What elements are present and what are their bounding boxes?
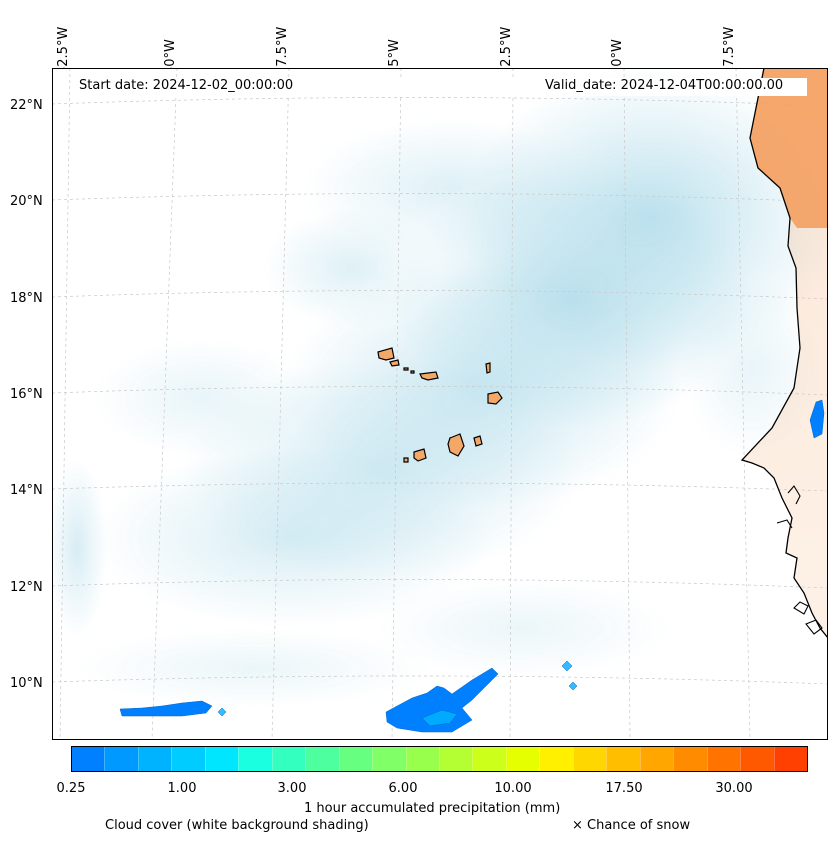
- colorbar-segment: [104, 747, 138, 771]
- colorbar-segment: [706, 747, 741, 771]
- colorbar-tick: 0.25: [56, 781, 86, 796]
- cape-verde-islands: [377, 347, 503, 463]
- lat-label: 16°N: [10, 387, 43, 402]
- colorbar-segment: [305, 747, 339, 771]
- colorbar-segment: [72, 747, 105, 771]
- colorbar-segment: [137, 747, 172, 771]
- map-border: [52, 68, 828, 740]
- lat-label: 12°N: [10, 580, 43, 595]
- colorbar-segment: [673, 747, 707, 771]
- snow-legend: × Chance of snow: [572, 818, 691, 833]
- colorbar-segment: [204, 747, 239, 771]
- graticule: [52, 68, 828, 740]
- colorbar-label: 1 hour accumulated precipitation (mm): [304, 801, 561, 816]
- lat-label: 10°N: [10, 676, 43, 691]
- colorbar-segment: [472, 747, 506, 771]
- lat-label: 20°N: [10, 194, 43, 209]
- colorbar-segment: [271, 747, 306, 771]
- colorbar-segment: [238, 747, 272, 771]
- start-date-label: Start date: 2024-12-02_00:00:00: [79, 78, 294, 93]
- info-strip: [72, 78, 807, 96]
- colorbar-tick: 1.00: [167, 781, 197, 796]
- cloud-cover-shading: [52, 68, 828, 708]
- colorbar-segment: [338, 747, 373, 771]
- precipitation-areas: [119, 399, 825, 733]
- colorbar-segment: [405, 747, 439, 771]
- colorbar-segment: [572, 747, 607, 771]
- colorbar-segment: [773, 747, 807, 771]
- cloud-cover-legend: Cloud cover (white background shading): [105, 818, 369, 833]
- colorbar-tick: 3.00: [277, 781, 307, 796]
- coastline-details: [776, 485, 823, 635]
- precipitation-colorbar: [71, 746, 808, 772]
- colorbar-tick: 30.00: [715, 781, 753, 796]
- colorbar-segment: [171, 747, 205, 771]
- colorbar-segment: [740, 747, 774, 771]
- colorbar-segment: [606, 747, 640, 771]
- colorbar-segment: [539, 747, 573, 771]
- lat-label: 22°N: [10, 98, 43, 113]
- colorbar-tick: 10.00: [494, 781, 532, 796]
- colorbar-segment: [438, 747, 473, 771]
- colorbar-tick: 17.50: [605, 781, 643, 796]
- colorbar-segment: [639, 747, 674, 771]
- colorbar-segment: [372, 747, 406, 771]
- lat-label: 18°N: [10, 291, 43, 306]
- africa-land: [740, 68, 828, 639]
- valid-date-label: Valid_date: 2024-12-04T00:00:00.00: [545, 78, 784, 93]
- colorbar-segment: [505, 747, 540, 771]
- map-panel[interactable]: [52, 68, 828, 740]
- lat-label: 14°N: [10, 483, 43, 498]
- colorbar-tick: 6.00: [388, 781, 418, 796]
